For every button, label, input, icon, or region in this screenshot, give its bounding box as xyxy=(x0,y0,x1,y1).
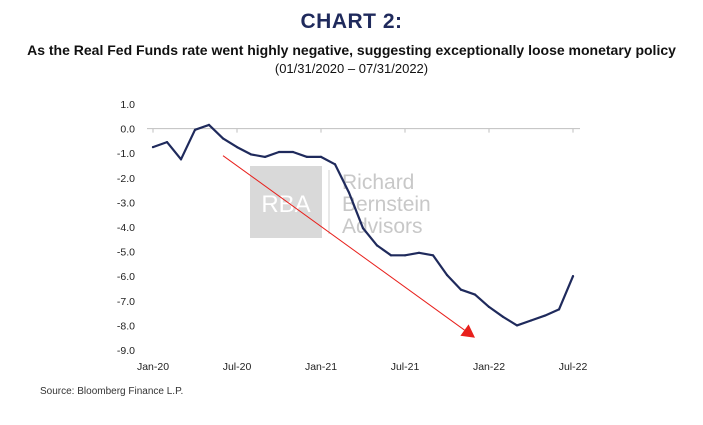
data-point xyxy=(249,153,253,156)
y-tick-label: -8.0 xyxy=(117,320,135,332)
y-tick-label: -7.0 xyxy=(117,296,135,308)
data-point xyxy=(193,128,197,131)
data-point xyxy=(277,150,281,154)
watermark-logo-box xyxy=(250,166,322,238)
data-point xyxy=(445,273,449,277)
date-range: (01/31/2020 – 07/31/2022) xyxy=(274,61,429,76)
series-group xyxy=(151,123,575,327)
y-tick-label: -2.0 xyxy=(117,173,135,185)
data-point xyxy=(543,314,547,317)
data-point xyxy=(235,145,239,149)
annotations xyxy=(222,155,475,338)
trend-arrow-line xyxy=(222,155,465,331)
x-tick-label: Jan-20 xyxy=(137,361,169,373)
x-tick-label: Jan-21 xyxy=(305,361,337,373)
data-point xyxy=(375,244,379,247)
source-note: Source: Bloomberg Finance L.P. xyxy=(40,386,184,397)
data-point xyxy=(515,324,519,327)
y-tick-label: -6.0 xyxy=(117,271,135,283)
y-tick-label: -3.0 xyxy=(117,197,135,209)
watermark-line-3: Advisors xyxy=(342,215,423,238)
data-point xyxy=(305,155,309,158)
data-point xyxy=(473,293,477,296)
axes xyxy=(147,128,580,133)
watermark: RBA Richard Bernstein Advisors xyxy=(250,166,431,238)
data-point xyxy=(151,145,155,149)
data-point xyxy=(347,191,351,194)
chart-title: CHART 2: xyxy=(300,10,403,33)
data-point xyxy=(403,254,407,257)
y-axis-labels: 1.0 0.0 -1.0 -2.0 -3.0 -4.0 -5.0 -6.0 -7.0 -8.0 -9… xyxy=(117,99,135,357)
x-tick-label: Jan-22 xyxy=(473,361,505,373)
data-point xyxy=(529,319,533,322)
x-tick-label: Jul-22 xyxy=(559,361,588,373)
data-point xyxy=(179,158,183,161)
y-tick-label: -5.0 xyxy=(117,247,135,259)
y-tick-label: -4.0 xyxy=(117,222,135,234)
y-tick-label: 0.0 xyxy=(120,124,135,136)
data-point xyxy=(417,251,421,254)
data-point xyxy=(291,150,295,154)
data-point xyxy=(389,254,393,257)
x-axis-labels: Jan-20 Jul-20 Jan-21 Jul-21 Jan-22 Jul-22 xyxy=(137,361,588,373)
data-point xyxy=(361,227,365,230)
x-tick-label: Jul-21 xyxy=(391,361,420,373)
data-point xyxy=(165,141,169,144)
y-tick-label: 1.0 xyxy=(120,99,135,111)
data-point xyxy=(207,123,211,127)
trend-arrow-head xyxy=(460,324,475,338)
x-tick-label: Jul-20 xyxy=(223,361,252,373)
data-point xyxy=(333,163,337,166)
data-point xyxy=(263,155,267,158)
data-point xyxy=(501,315,505,318)
data-point xyxy=(557,308,561,311)
data-point xyxy=(487,305,491,309)
data-point xyxy=(571,275,575,278)
data-point xyxy=(319,155,323,158)
watermark-line-2: Bernstein xyxy=(342,193,431,216)
data-point xyxy=(221,137,225,140)
chart-subtitle: As the Real Fed Funds rate went highly n… xyxy=(27,42,676,58)
y-tick-label: -1.0 xyxy=(117,148,135,160)
watermark-line-1: Richard xyxy=(342,171,414,194)
data-point xyxy=(459,288,463,291)
data-point xyxy=(431,254,435,257)
y-tick-label: -9.0 xyxy=(117,345,135,357)
